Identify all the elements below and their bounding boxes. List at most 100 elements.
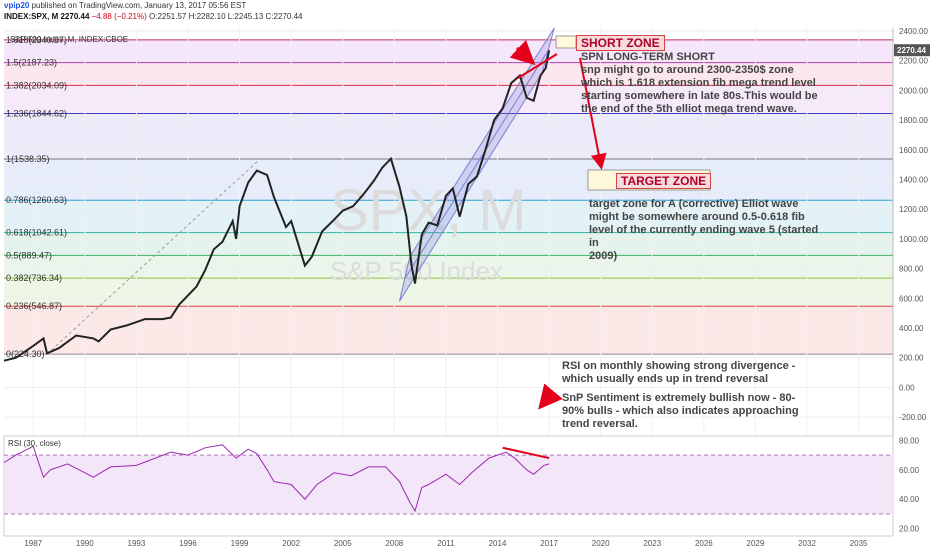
x-tick-label: 2032 [798, 539, 816, 548]
sentiment-note-line: 90% bulls - which also indicates approac… [562, 405, 799, 417]
x-tick-label: 1990 [76, 539, 94, 548]
rsi-note-line: RSI on monthly showing strong divergence… [562, 360, 796, 372]
rsi-tick-label: 40.00 [899, 495, 920, 504]
symbol-title: S&P 500 Index, M, INDEX:CBOE [10, 35, 129, 44]
sentiment-note-line: trend reversal. [562, 418, 638, 430]
fib-band [4, 39, 893, 63]
fib-band [4, 62, 893, 86]
last-price-tag [894, 44, 930, 57]
x-tick-label: 2014 [489, 539, 507, 548]
x-tick-label: 2035 [850, 539, 868, 548]
x-tick-label: 1993 [128, 539, 146, 548]
target-note-line: level of the currently ending wave 5 (st… [589, 224, 819, 236]
rsi-tick-label: 20.00 [899, 525, 920, 534]
x-tick-label: 2011 [437, 539, 455, 548]
trend-channel [46, 27, 555, 355]
target-note-line: might be somewhere around 0.5-0.618 fib [589, 211, 805, 223]
last-price: 2270.44 [60, 12, 90, 21]
fib-label: 0.5(889.47) [6, 250, 52, 260]
watermark-big: SPX, M [330, 178, 527, 243]
short-note-line: SPN LONG-TERM SHORT [581, 51, 715, 63]
short-zone-label: SHORT ZONE [576, 35, 665, 51]
target-zone-label: TARGET ZONE [616, 173, 712, 189]
y-tick-label: 1400.00 [899, 176, 928, 185]
x-tick-label: 2026 [695, 539, 713, 548]
x-tick-label: 2023 [643, 539, 661, 548]
ticker-line: INDEX:SPX, M 2270.44 −4.88 (−0.21%) O:22… [4, 12, 302, 21]
target-note-line: 2009) [589, 250, 618, 262]
rsi-title: RSI (30, close) [8, 439, 61, 448]
y-tick-label: 2000.00 [899, 86, 928, 95]
fib-label: 1(1538.35) [6, 154, 50, 164]
top-arrow [509, 39, 536, 66]
x-tick-label: 2002 [282, 539, 300, 548]
author-link[interactable]: vpip20 [4, 1, 30, 10]
rsi-tick-label: 60.00 [899, 466, 920, 475]
short-note: SPN LONG-TERM SHORT snp might go to arou… [581, 51, 818, 116]
rsi-pane: 20.00 40.00 60.00 80.00 RSI (30, close) [3, 435, 920, 537]
ticker: INDEX:SPX, M [4, 12, 59, 21]
sentiment-note: SnP Sentiment is extremely bullish now -… [562, 392, 799, 431]
target-note: target zone for A (corrective) Elliot wa… [589, 198, 818, 263]
ohlc: O:2251.57 H:2282.10 L:2245.13 C:2270.44 [149, 12, 303, 21]
time-axis: 1987 1990 1993 1996 1999 2002 2005 2008 2011 2014… [24, 539, 868, 548]
short-note-line: snp might go to around 2300-2350$ zone [581, 64, 794, 76]
fib-label: 0.618(1042.61) [6, 228, 67, 238]
target-note-line: in [589, 237, 599, 249]
y-tick-label: 800.00 [899, 265, 924, 274]
fib-label: 1.618(2340.37) [6, 35, 67, 45]
fib-label: 0.382(736.34) [6, 273, 62, 283]
x-tick-label: 1999 [231, 539, 249, 548]
fib-label: 1.382(2034.09) [6, 80, 67, 90]
rsi-note: RSI on monthly showing strong divergence… [562, 360, 795, 386]
x-tick-label: 2029 [747, 539, 765, 548]
fib-band [4, 306, 893, 355]
x-tick-label: 2008 [385, 539, 403, 548]
y-tick-label: 0.00 [899, 383, 915, 392]
publish-line: vpip20 published on TradingView.com, Jan… [4, 1, 246, 10]
fib-label: 1.236(1844.62) [6, 108, 67, 118]
price-change: −4.88 (−0.21%) [91, 12, 147, 21]
rsi-note-line: which usually ends up in trend reversal [562, 373, 769, 385]
y-tick-label: 2200.00 [899, 57, 928, 66]
target-note-line: target zone for A (corrective) Elliot wa… [589, 198, 799, 210]
fib-labels: 0(224.30) 0.236(546.87) 0.382(736.34) 0.5(8… [6, 35, 67, 359]
fib-label: 0.786(1260.63) [6, 195, 67, 205]
rsi-tick-label: 80.00 [899, 436, 920, 445]
short-note-line: starting somewhere in late 80s.This woul… [581, 90, 818, 102]
fib-label: 0.236(546.87) [6, 301, 62, 311]
x-tick-label: 2017 [540, 539, 558, 548]
y-tick-label: 1000.00 [899, 235, 928, 244]
x-tick-label: 1996 [179, 539, 197, 548]
y-tick-label: 600.00 [899, 294, 924, 303]
fib-band [4, 232, 893, 256]
fib-trend-line [46, 158, 261, 355]
price-divergence-line [517, 53, 558, 79]
fib-label: 0(224.30) [6, 349, 45, 359]
fib-band [4, 255, 893, 279]
fib-label: 1.5(2187.23) [6, 58, 57, 68]
y-tick-label: 200.00 [899, 354, 924, 363]
sentiment-note-line: SnP Sentiment is extremely bullish now -… [562, 392, 796, 404]
short-zone-box [555, 35, 577, 49]
last-price-tag-label: 2270.44 [897, 46, 926, 55]
y-tick-label: 1200.00 [899, 205, 928, 214]
rsi-arrow [538, 383, 563, 410]
x-tick-label: 2005 [334, 539, 352, 548]
y-tick-label: 2400.00 [899, 27, 928, 36]
short-note-line: which is 1.618 extension fib mega trend … [581, 77, 816, 89]
y-tick-label: 1800.00 [899, 116, 928, 125]
target-arrow [579, 57, 607, 170]
price-series [3, 50, 551, 362]
rsi-divergence-line [502, 446, 550, 460]
short-note-line: the end of the 5th elliot mega trend wav… [581, 103, 797, 115]
fib-band [4, 200, 893, 233]
y-tick-label: 1600.00 [899, 146, 928, 155]
y-tick-label: 400.00 [899, 324, 924, 333]
fib-band [4, 278, 893, 307]
x-tick-label: 2020 [592, 539, 610, 548]
rsi-line [3, 444, 550, 513]
rsi-band [4, 455, 893, 514]
y-tick-label: -200.00 [899, 413, 927, 422]
